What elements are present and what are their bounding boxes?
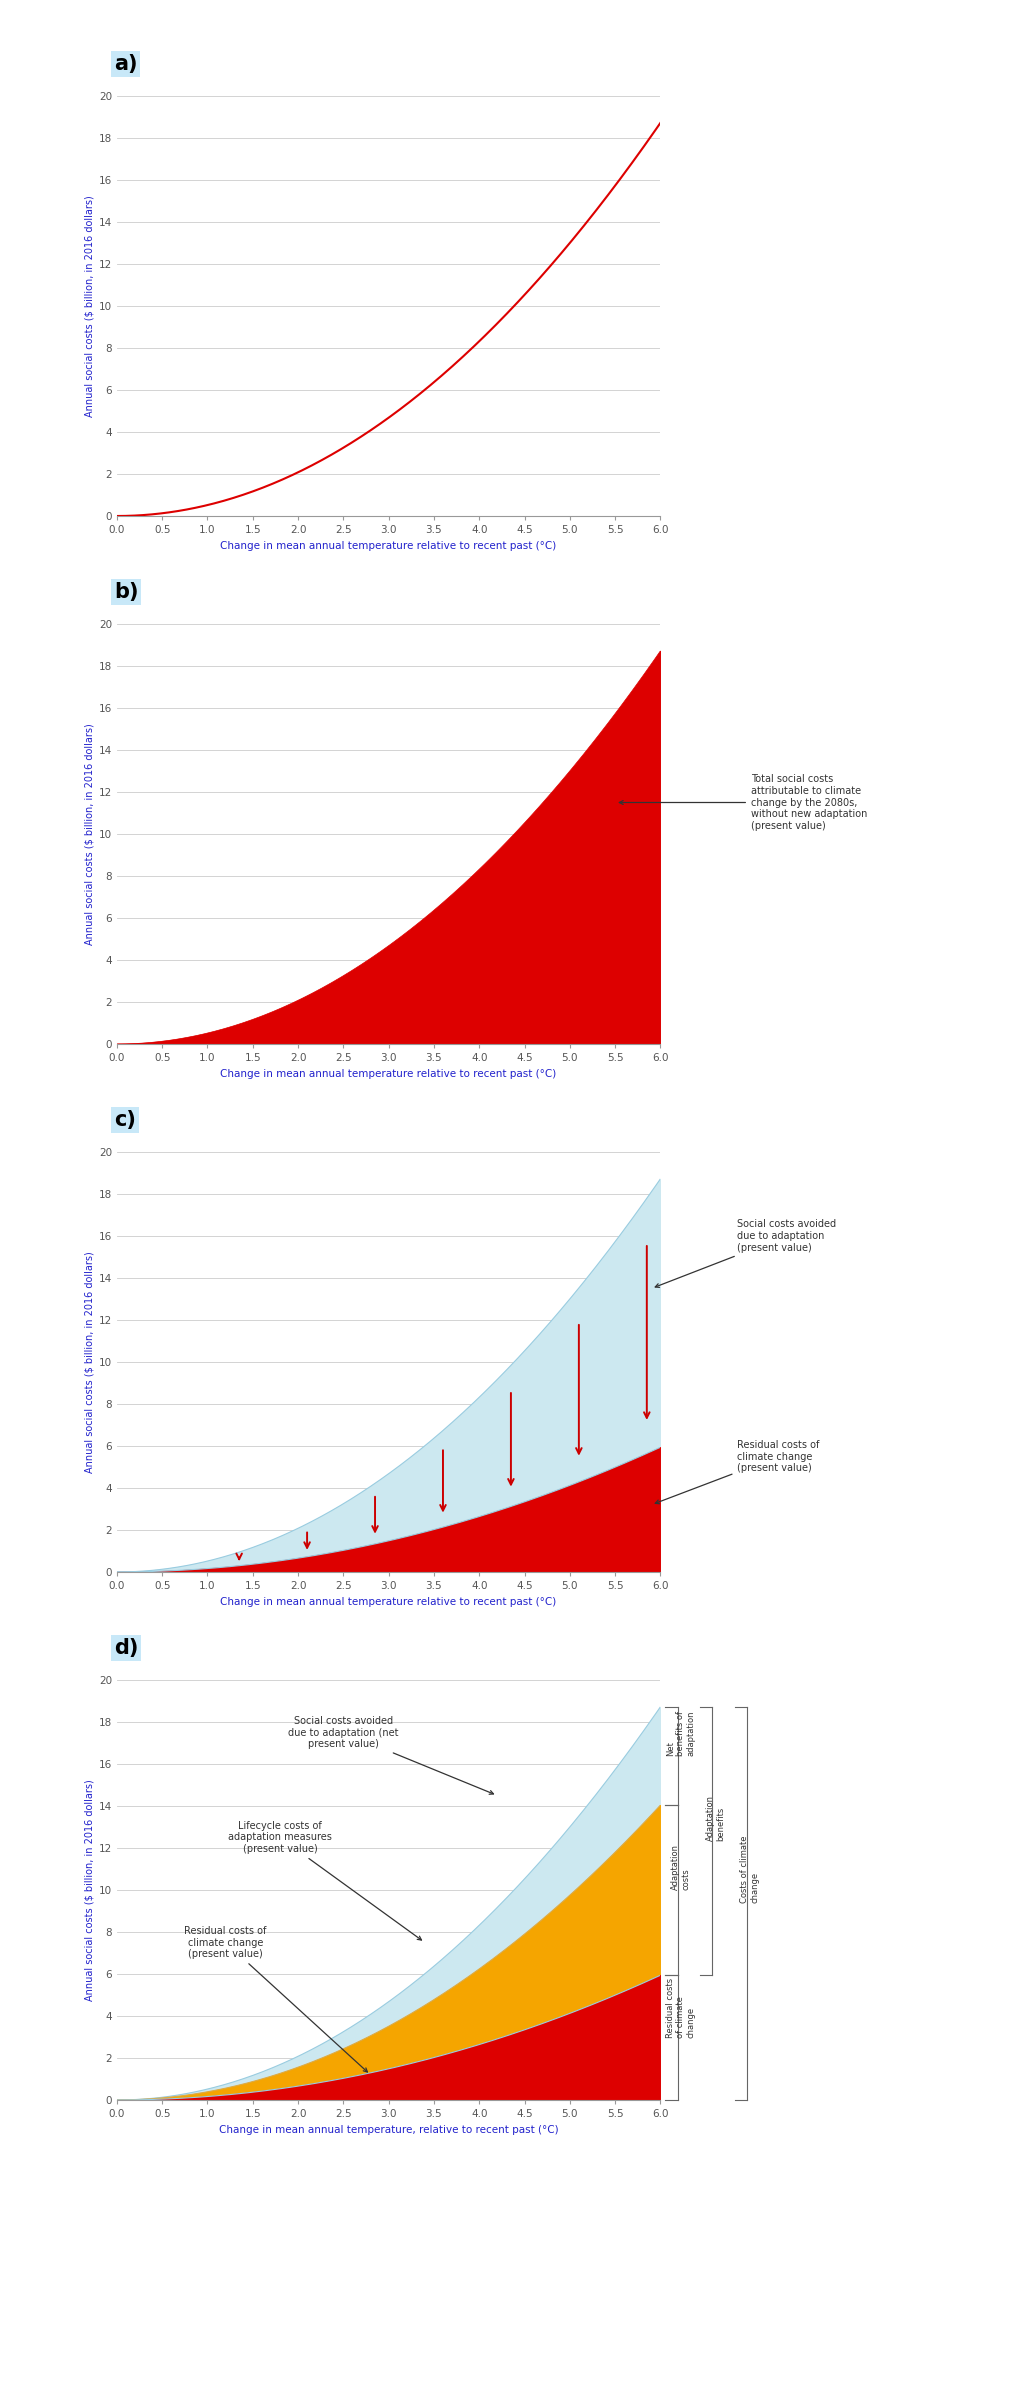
Text: Costs of climate
change: Costs of climate change [740,1836,760,1903]
Y-axis label: Annual social costs ($ billion, in 2016 dollars): Annual social costs ($ billion, in 2016 … [84,1778,94,2002]
Text: Net
benefits of
adaptation: Net benefits of adaptation [665,1711,696,1757]
Text: c): c) [114,1109,136,1130]
Text: a): a) [114,53,137,74]
Text: Residual costs of
climate change
(present value): Residual costs of climate change (presen… [655,1440,820,1505]
Y-axis label: Annual social costs ($ billion, in 2016 dollars): Annual social costs ($ billion, in 2016 … [84,722,94,946]
X-axis label: Change in mean annual temperature relative to recent past (°C): Change in mean annual temperature relati… [220,1068,557,1078]
Text: b): b) [114,581,138,602]
Text: d): d) [114,1637,138,1658]
Text: Residual costs
of climate
change: Residual costs of climate change [665,1978,696,2038]
X-axis label: Change in mean annual temperature, relative to recent past (°C): Change in mean annual temperature, relat… [218,2124,559,2134]
X-axis label: Change in mean annual temperature relative to recent past (°C): Change in mean annual temperature relati… [220,540,557,550]
Text: Lifecycle costs of
adaptation measures
(present value): Lifecycle costs of adaptation measures (… [228,1822,422,1939]
Y-axis label: Annual social costs ($ billion, in 2016 dollars): Annual social costs ($ billion, in 2016 … [84,1250,94,1474]
X-axis label: Change in mean annual temperature relative to recent past (°C): Change in mean annual temperature relati… [220,1596,557,1606]
Text: Adaptation
benefits: Adaptation benefits [705,1795,725,1841]
Y-axis label: Annual social costs ($ billion, in 2016 dollars): Annual social costs ($ billion, in 2016 … [84,194,94,418]
Text: Adaptation
costs: Adaptation costs [671,1843,691,1891]
Text: Social costs avoided
due to adaptation
(present value): Social costs avoided due to adaptation (… [655,1219,836,1286]
Text: Total social costs
attributable to climate
change by the 2080s,
without new adap: Total social costs attributable to clima… [620,775,868,830]
Text: Residual costs of
climate change
(present value): Residual costs of climate change (presen… [184,1925,368,2071]
Text: Social costs avoided
due to adaptation (net
present value): Social costs avoided due to adaptation (… [289,1716,494,1795]
